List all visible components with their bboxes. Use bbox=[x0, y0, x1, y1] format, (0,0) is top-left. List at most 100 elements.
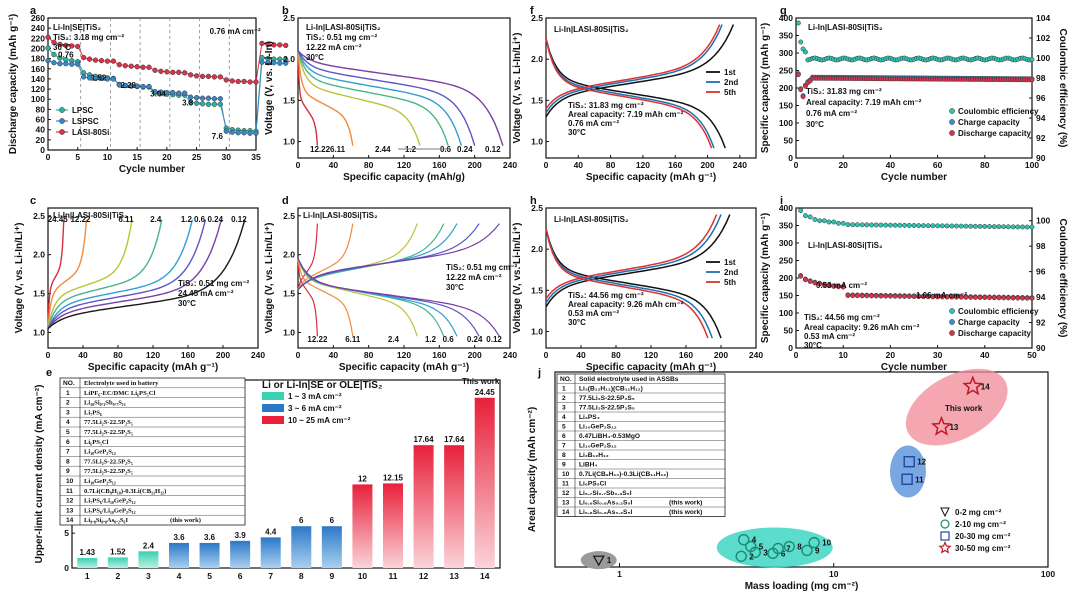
discharge-point-i bbox=[845, 293, 851, 299]
y2-tick-label-g: 98 bbox=[1036, 73, 1046, 83]
y-tick-label-i: 200 bbox=[779, 273, 793, 283]
annotation-f: TiS₂: 31.83 mg cm⁻² bbox=[568, 101, 644, 110]
data-point-LASI-80Si bbox=[182, 70, 188, 76]
discharge-point-i bbox=[958, 294, 964, 300]
point-label-13: 13 bbox=[949, 423, 958, 432]
y2-tick-label-g: 96 bbox=[1036, 93, 1046, 103]
data-point-LSPSC bbox=[75, 61, 81, 67]
x-tick-label-a: 20 bbox=[162, 152, 172, 162]
y-tick-label-a: 120 bbox=[31, 84, 45, 94]
data-point-LASI-80Si bbox=[241, 78, 247, 85]
panel-label-i: i bbox=[780, 195, 783, 207]
y-axis-label-g: Specific capacity (mAh g⁻¹) bbox=[760, 23, 771, 153]
annotation-i: 1.06 mA cm⁻² bbox=[916, 291, 967, 300]
ce-point-i bbox=[812, 217, 818, 222]
y2-tick-label-g: 92 bbox=[1036, 133, 1046, 143]
rate-label-c: 12.22 bbox=[70, 215, 91, 224]
rate-label-b: 2.44 bbox=[375, 145, 391, 154]
ce-point-i bbox=[892, 222, 898, 228]
annotation-f: Areal capacity: 7.19 mAh cm⁻² bbox=[568, 110, 684, 119]
y2-tick-label-g: 104 bbox=[1036, 13, 1050, 23]
y-tick-label-i: 0 bbox=[788, 343, 793, 353]
y2-tick-label-g: 94 bbox=[1036, 113, 1046, 123]
bar-value-label-11: 12.15 bbox=[383, 473, 404, 482]
legend-label-f-5th: 5th bbox=[724, 88, 736, 97]
ce-point-i bbox=[920, 223, 926, 229]
legend-swatch-e-2 bbox=[262, 416, 284, 424]
data-point-LSPSC bbox=[259, 59, 265, 65]
ce-point-i bbox=[1010, 224, 1016, 230]
discharge-point-i bbox=[798, 273, 804, 279]
discharge-point-i bbox=[972, 295, 978, 300]
annotation-b: 12.22 mA cm⁻² bbox=[306, 43, 362, 52]
panel-label-c: c bbox=[30, 195, 36, 207]
table-header-e: Electrolyte used in battery bbox=[84, 380, 159, 387]
data-point-LSPSC bbox=[140, 83, 146, 90]
y2-tick-label-i: 96 bbox=[1036, 267, 1046, 277]
table-row-no-e: 10 bbox=[66, 478, 74, 485]
data-point-LASI-80Si bbox=[45, 34, 51, 40]
table-row-e: 77.5Li₂S-22.5P₂S₅ bbox=[84, 429, 133, 436]
annotation-g: TiS₂: 31.83 mg cm⁻² bbox=[806, 87, 882, 96]
legend-marker-LPSC bbox=[59, 107, 65, 113]
data-point-LSPSC bbox=[152, 88, 158, 95]
y-tick-label-f: 1.0 bbox=[531, 137, 543, 147]
data-point-LSPSC bbox=[45, 57, 51, 64]
rate-label-d: 0.12 bbox=[486, 335, 502, 344]
data-point-LSPSC bbox=[57, 61, 63, 67]
data-point-LSPSC bbox=[146, 83, 152, 90]
discharge-point-i bbox=[892, 293, 898, 299]
bar-value-label-8: 6 bbox=[299, 516, 304, 525]
y-tick-label-a: 240 bbox=[31, 23, 45, 33]
discharge-point-i bbox=[887, 293, 893, 299]
discharge-point-g bbox=[795, 72, 801, 78]
bar-value-label-12: 17.64 bbox=[414, 435, 435, 444]
legend-label-h-1st: 1st bbox=[724, 258, 736, 267]
annotation-b: 30°C bbox=[306, 53, 324, 62]
data-point-LASI-80Si bbox=[57, 41, 63, 48]
discharge-point-i bbox=[1024, 295, 1030, 301]
annotation-c: TiS₂: 0.51 mg cm⁻² bbox=[178, 279, 250, 288]
point-2 bbox=[735, 550, 747, 562]
discharge-point-i bbox=[854, 293, 860, 299]
discharge-curve-f-2nd bbox=[545, 38, 715, 149]
annotation-g: Areal capacity: 7.19 mAh cm⁻² bbox=[806, 98, 922, 107]
rate-label-c: 24.45 bbox=[48, 215, 69, 224]
annotation-h: 30°C bbox=[568, 318, 586, 327]
y-tick-label-h: 2.5 bbox=[531, 203, 543, 213]
point-label-11: 11 bbox=[915, 475, 924, 484]
x-tick-label-a: 25 bbox=[192, 152, 202, 162]
legend-label-h-2nd: 2nd bbox=[724, 268, 738, 277]
table-row-j: Li₆.₈Si₀.₈As₀.₂S₅I bbox=[579, 509, 632, 516]
data-point-LASI-80Si bbox=[92, 57, 99, 63]
panel-label-a: a bbox=[30, 5, 37, 17]
table-row-e: Li₁₀GeP₂S₁₂ bbox=[84, 478, 116, 485]
discharge-point-g bbox=[800, 94, 806, 100]
discharge-point-i bbox=[982, 295, 988, 301]
x-tick-label-a: 10 bbox=[103, 152, 113, 162]
legend-label-i-0: Coulombic efficiency bbox=[958, 307, 1039, 316]
annotation-h: TiS₂: 44.56 mg cm⁻² bbox=[568, 291, 644, 300]
ce-point-i bbox=[902, 222, 908, 228]
x-tick-label-g: 0 bbox=[794, 160, 799, 170]
table-row-j: Li₃PS₄ bbox=[579, 414, 600, 421]
y-axis-label-i: Coulombic efficiency (%) bbox=[1057, 219, 1068, 338]
data-point-LASI-80Si bbox=[86, 56, 93, 62]
annotation-c: Li-In|LASI-80Si|TiS₂ bbox=[53, 211, 128, 220]
rate-label-d: 0.24 bbox=[467, 335, 483, 344]
data-point-LSPSC bbox=[205, 95, 212, 101]
table-row-e: 77.5Li₂S-22.5P₂S₅ bbox=[84, 458, 133, 465]
table-row-e: Li₇PS₆/Li₁₀GeP₂S₁₂ bbox=[84, 507, 136, 514]
ce-point-g bbox=[798, 39, 804, 45]
x-tick-label-e: 8 bbox=[299, 571, 304, 581]
table-this-work-j: (this work) bbox=[669, 500, 702, 507]
table-row-j: Li₂(B₁₂H₁₂)(CB₁₁H₁₂) bbox=[579, 386, 643, 393]
x-tick-label-b: 160 bbox=[432, 160, 446, 170]
y-axis-label-i: Specific capacity (mAh g⁻¹) bbox=[760, 213, 771, 343]
legend-label-e-0: 1 ~ 3 mA cm⁻² bbox=[288, 392, 342, 401]
data-point-LASI-80Si bbox=[199, 73, 206, 80]
discharge-curve-h-1st bbox=[545, 228, 722, 339]
x-axis-label-c: Specific capacity (mAh g⁻¹) bbox=[88, 362, 218, 373]
discharge-point-i bbox=[1010, 295, 1016, 301]
y-tick-label-b: 2.5 bbox=[283, 13, 295, 23]
